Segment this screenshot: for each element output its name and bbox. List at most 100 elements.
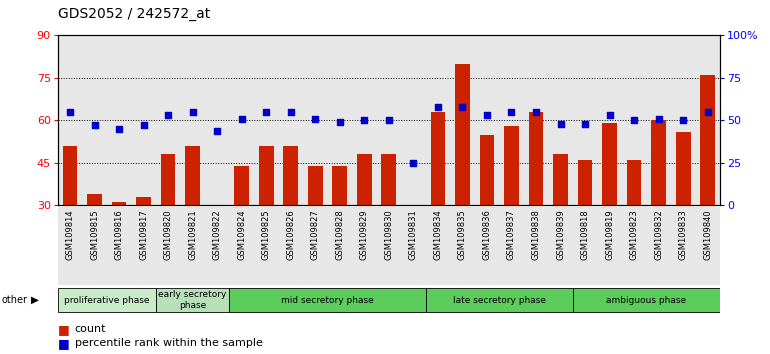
Text: GSM109828: GSM109828 xyxy=(335,210,344,260)
Text: ambiguous phase: ambiguous phase xyxy=(606,296,686,304)
Point xyxy=(383,118,395,123)
Point xyxy=(530,109,542,115)
Text: ■: ■ xyxy=(58,323,69,336)
Point xyxy=(432,104,444,110)
Bar xyxy=(480,135,494,205)
Text: GSM109824: GSM109824 xyxy=(237,210,246,260)
Text: GSM109836: GSM109836 xyxy=(483,210,491,260)
Bar xyxy=(107,35,132,205)
Bar xyxy=(450,207,474,285)
Bar xyxy=(303,207,327,285)
Bar xyxy=(107,207,132,285)
Bar xyxy=(352,207,377,285)
Bar xyxy=(357,154,372,205)
Point xyxy=(137,122,149,128)
Text: GSM109830: GSM109830 xyxy=(384,210,393,260)
Bar xyxy=(62,146,77,205)
Text: ▶: ▶ xyxy=(31,295,38,305)
Bar xyxy=(333,166,347,205)
Bar xyxy=(205,207,229,285)
Bar xyxy=(426,207,450,285)
Bar xyxy=(455,64,470,205)
Bar xyxy=(259,146,273,205)
Text: percentile rank within the sample: percentile rank within the sample xyxy=(75,338,263,348)
Point xyxy=(113,126,126,132)
Point xyxy=(505,109,517,115)
Bar xyxy=(254,207,279,285)
Bar xyxy=(112,202,126,205)
Bar xyxy=(598,35,622,205)
Bar xyxy=(205,35,229,205)
Point xyxy=(162,113,174,118)
Text: GDS2052 / 242572_at: GDS2052 / 242572_at xyxy=(58,7,210,21)
Bar xyxy=(234,166,249,205)
Bar xyxy=(450,35,474,205)
Bar xyxy=(180,207,205,285)
Text: early secretory
phase: early secretory phase xyxy=(159,290,227,310)
Bar xyxy=(136,197,151,205)
Text: GSM109821: GSM109821 xyxy=(188,210,197,260)
Bar xyxy=(279,207,303,285)
Bar xyxy=(695,207,720,285)
Bar xyxy=(578,160,592,205)
Bar xyxy=(622,207,646,285)
Bar xyxy=(381,154,397,205)
Bar xyxy=(229,35,254,205)
Bar xyxy=(646,35,671,205)
Bar xyxy=(401,207,426,285)
Text: GSM109823: GSM109823 xyxy=(630,210,638,260)
Bar xyxy=(132,207,156,285)
Bar xyxy=(352,35,377,205)
Bar xyxy=(82,35,107,205)
Point xyxy=(186,109,199,115)
Bar xyxy=(695,35,720,205)
Bar xyxy=(598,207,622,285)
Bar xyxy=(156,35,180,205)
Bar xyxy=(627,160,641,205)
Bar xyxy=(377,207,401,285)
Text: late secretory phase: late secretory phase xyxy=(453,296,546,304)
Text: count: count xyxy=(75,324,106,334)
Text: proliferative phase: proliferative phase xyxy=(64,296,149,304)
FancyBboxPatch shape xyxy=(426,288,573,312)
Text: GSM109834: GSM109834 xyxy=(434,210,443,260)
Text: GSM109837: GSM109837 xyxy=(507,210,516,260)
Bar xyxy=(548,207,573,285)
Bar xyxy=(524,35,548,205)
Point xyxy=(652,116,665,121)
FancyBboxPatch shape xyxy=(58,288,156,312)
Bar xyxy=(254,35,279,205)
Bar xyxy=(474,35,499,205)
Text: GSM109829: GSM109829 xyxy=(360,210,369,260)
Point xyxy=(309,116,321,121)
Point xyxy=(628,118,641,123)
Bar xyxy=(701,75,715,205)
Bar xyxy=(671,207,695,285)
Text: GSM109840: GSM109840 xyxy=(703,210,712,260)
Point xyxy=(457,104,469,110)
Point xyxy=(579,121,591,127)
Text: GSM109814: GSM109814 xyxy=(65,210,75,260)
Point xyxy=(701,109,714,115)
Point xyxy=(407,160,420,166)
Point xyxy=(89,122,101,128)
Text: ■: ■ xyxy=(58,337,69,350)
Point xyxy=(64,109,76,115)
Text: GSM109816: GSM109816 xyxy=(115,210,123,260)
Bar xyxy=(602,123,617,205)
Bar xyxy=(474,207,499,285)
Text: GSM109835: GSM109835 xyxy=(458,210,467,260)
Text: GSM109815: GSM109815 xyxy=(90,210,99,260)
Bar xyxy=(156,207,180,285)
Text: GSM109831: GSM109831 xyxy=(409,210,418,260)
Bar xyxy=(651,120,666,205)
Point xyxy=(358,118,370,123)
Point xyxy=(236,116,248,121)
Bar xyxy=(646,207,671,285)
Text: GSM109838: GSM109838 xyxy=(531,210,541,260)
Text: GSM109827: GSM109827 xyxy=(311,210,320,260)
Bar xyxy=(186,146,200,205)
Bar xyxy=(676,132,691,205)
FancyBboxPatch shape xyxy=(573,288,720,312)
Text: GSM109819: GSM109819 xyxy=(605,210,614,260)
